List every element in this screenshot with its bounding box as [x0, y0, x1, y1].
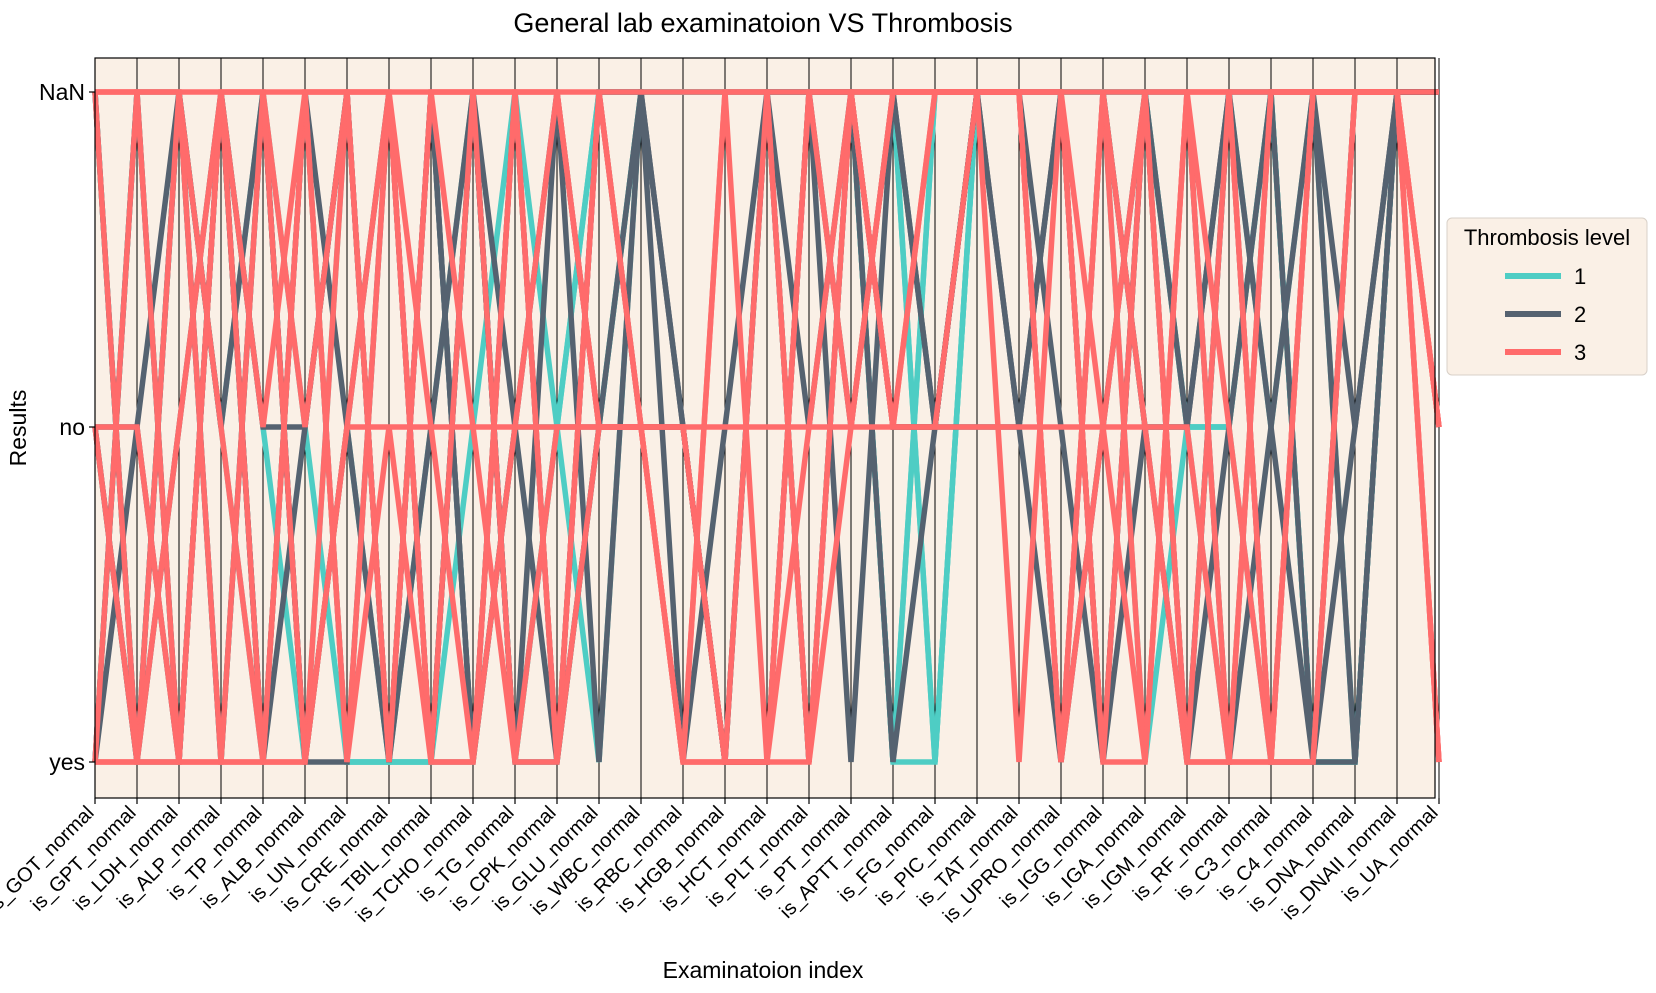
x-axis: is_GOT_normalis_GPT_normalis_LDH_normali…	[0, 798, 1443, 928]
chart-title: General lab examinatoion VS Thrombosis	[513, 8, 1012, 38]
legend-label-2: 2	[1574, 302, 1586, 327]
legend-box	[1446, 217, 1648, 376]
series-3-line-5	[95, 89, 1442, 765]
legend-label-3: 3	[1574, 340, 1586, 365]
legend-items: 1 2 3	[1505, 264, 1586, 365]
legend-title: Thrombosis level	[1464, 225, 1630, 250]
series-lines	[92, 89, 1442, 765]
x-axis-label: Examinatoion index	[663, 957, 864, 983]
legend: Thrombosis level 1 2 3	[1446, 217, 1648, 376]
y-tick-label-no: no	[59, 414, 85, 440]
y-axis: yes no NaN	[39, 79, 95, 775]
y-tick-label-yes: yes	[49, 749, 85, 775]
legend-label-1: 1	[1574, 264, 1586, 289]
series-3-line-7	[95, 89, 1442, 765]
plot-frame	[94, 57, 1436, 799]
y-axis-label: Results	[5, 390, 31, 467]
y-tick-label-NaN: NaN	[39, 79, 85, 105]
